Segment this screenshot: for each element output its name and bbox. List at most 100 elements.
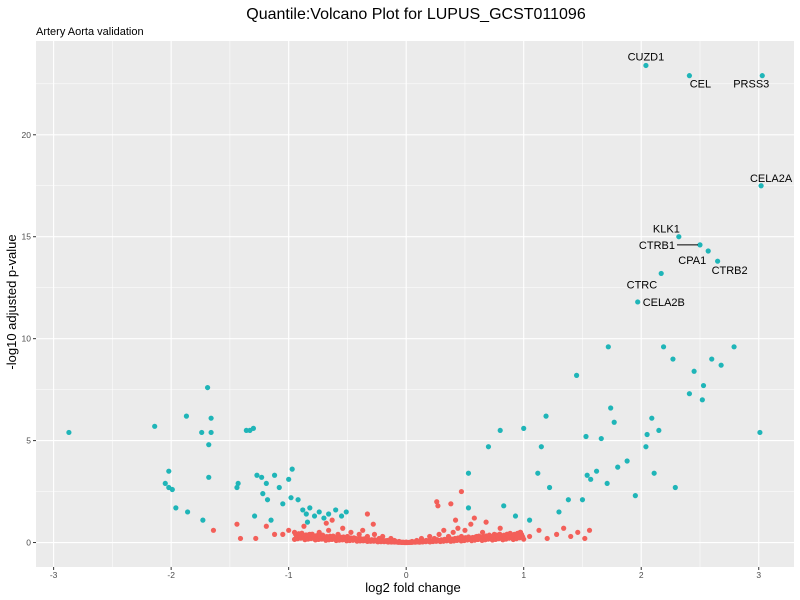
data-point <box>340 525 346 531</box>
data-point <box>323 520 329 526</box>
data-point <box>364 511 371 517</box>
data-point <box>672 484 678 491</box>
data-point <box>497 525 503 531</box>
data-point <box>234 484 240 491</box>
data-point <box>288 495 294 501</box>
data-point <box>575 529 581 535</box>
minor-gridlines <box>36 41 794 567</box>
data-point <box>250 425 257 431</box>
y-tick-label: 15 <box>22 232 32 242</box>
data-point <box>758 183 764 189</box>
gene-label: PRSS3 <box>733 79 769 91</box>
gene-label: CEL <box>690 79 711 91</box>
y-tick-label: 0 <box>26 538 31 548</box>
gene-label: CELA2A <box>750 173 793 185</box>
data-point <box>658 270 664 277</box>
data-point <box>670 356 676 362</box>
data-point <box>254 472 260 478</box>
data-point <box>535 470 541 476</box>
data-point <box>462 527 468 533</box>
data-point <box>605 344 611 350</box>
data-point <box>538 444 544 450</box>
data-point <box>206 442 212 448</box>
data-points <box>66 62 765 546</box>
data-point <box>573 372 580 378</box>
data-point <box>731 344 737 350</box>
data-point <box>615 464 621 470</box>
data-point <box>700 382 707 389</box>
data-point <box>686 391 693 397</box>
data-point <box>329 517 335 523</box>
data-point <box>286 476 292 482</box>
data-point <box>554 531 560 537</box>
data-point <box>260 491 266 497</box>
data-point <box>697 242 703 248</box>
data-point <box>152 423 158 429</box>
data-point <box>546 484 553 491</box>
data-point <box>757 429 763 436</box>
data-point <box>338 513 345 519</box>
data-point <box>206 474 212 480</box>
data-point <box>436 531 442 537</box>
data-point <box>458 488 465 495</box>
data-point <box>643 62 649 69</box>
data-point <box>199 429 205 436</box>
data-point <box>289 466 295 472</box>
data-point <box>253 535 259 542</box>
gene-label: KLK1 <box>653 224 680 236</box>
data-point <box>333 507 339 513</box>
data-point <box>303 511 309 517</box>
x-axis-ticks: -3 -2 -1 0 1 2 3 <box>50 567 761 580</box>
gene-label: CUZD1 <box>628 51 665 63</box>
data-point <box>705 248 711 254</box>
plot-panel <box>36 41 794 567</box>
x-tick-label: 2 <box>639 570 644 580</box>
data-point <box>441 527 447 533</box>
data-point <box>643 444 649 450</box>
data-point <box>568 533 574 540</box>
data-point <box>427 533 433 540</box>
x-axis-label: log2 fold change <box>365 580 460 595</box>
data-point <box>452 517 459 523</box>
data-point <box>360 527 366 533</box>
data-point <box>316 509 322 515</box>
data-point <box>371 531 378 537</box>
y-axis-ticks: 0 5 10 15 20 <box>22 130 36 548</box>
data-point <box>715 258 721 264</box>
x-tick-label: 3 <box>756 570 761 580</box>
data-point <box>271 531 278 537</box>
data-point <box>608 405 614 411</box>
data-point <box>276 484 282 491</box>
data-point <box>166 468 172 474</box>
data-point <box>295 497 301 503</box>
data-point <box>210 527 217 533</box>
data-point <box>651 470 657 476</box>
data-point <box>300 507 306 513</box>
y-axis-label: -log10 adjusted p-value <box>4 234 19 369</box>
data-point <box>501 503 507 509</box>
data-point <box>208 429 214 436</box>
data-point <box>263 523 269 529</box>
data-point <box>565 497 571 503</box>
data-point <box>304 519 311 525</box>
data-point <box>709 356 715 362</box>
data-point <box>307 505 313 511</box>
data-point <box>635 299 641 305</box>
data-point <box>448 501 454 507</box>
data-point <box>301 523 307 529</box>
data-point <box>264 497 271 503</box>
data-point <box>586 527 593 533</box>
gene-label: CTRB1 <box>639 240 675 252</box>
data-point <box>280 501 286 507</box>
chart-subtitle: Artery Aorta validation <box>36 26 144 38</box>
data-point <box>611 419 617 425</box>
data-point <box>649 415 655 421</box>
data-point <box>632 493 638 499</box>
data-point <box>644 431 650 438</box>
data-point <box>465 470 472 476</box>
data-point <box>483 519 489 525</box>
data-point <box>263 480 269 487</box>
data-point <box>526 517 533 523</box>
data-point <box>676 234 682 240</box>
